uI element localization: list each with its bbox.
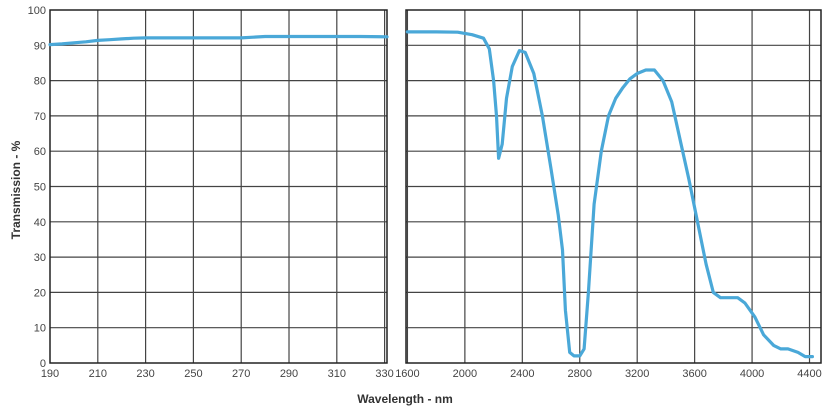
series-line-uv-0 bbox=[48, 34, 389, 47]
x-tick-label-uv-5: 290 bbox=[280, 368, 298, 380]
x-tick-label-ir-4: 3200 bbox=[625, 368, 649, 380]
x-tick-label-ir-5: 3600 bbox=[682, 368, 706, 380]
x-tick-label-uv-6: 310 bbox=[328, 368, 346, 380]
x-tick-label-uv-0: 190 bbox=[41, 368, 59, 380]
x-tick-label-ir-1: 2000 bbox=[453, 368, 477, 380]
plot-frame-ir bbox=[405, 9, 822, 364]
panel-uv: 190 210 230 250 270 290 310 330 0 10 20 30 40 50 60 70 8… bbox=[28, 5, 394, 380]
series-line-ir-0 bbox=[405, 30, 815, 359]
y-tick-label-1: 10 bbox=[34, 323, 46, 335]
x-tick-label-uv-1: 210 bbox=[89, 368, 107, 380]
y-tick-label-2: 20 bbox=[34, 287, 46, 299]
y-tick-label-3: 30 bbox=[34, 252, 46, 264]
x-tick-label-uv-4: 270 bbox=[232, 368, 250, 380]
y-tick-label-10: 100 bbox=[28, 5, 46, 17]
panel-ir: 1600 2000 2400 2800 3200 3600 4000 4400 bbox=[395, 9, 822, 380]
x-tick-label-ir-6: 4000 bbox=[740, 368, 764, 380]
plot-frame-uv bbox=[49, 9, 388, 364]
x-tick-label-ir-0: 1600 bbox=[395, 368, 419, 380]
y-axis-title: Transmission - % bbox=[9, 140, 23, 239]
x-tick-label-uv-3: 250 bbox=[184, 368, 202, 380]
x-tick-label-ir-7: 4400 bbox=[797, 368, 821, 380]
x-tick-label-ir-2: 2400 bbox=[510, 368, 534, 380]
y-tick-label-9: 90 bbox=[34, 40, 46, 52]
x-tick-label-uv-7: 330 bbox=[375, 368, 393, 380]
y-tick-label-8: 80 bbox=[34, 76, 46, 88]
y-tick-label-6: 60 bbox=[34, 146, 46, 158]
x-axis-title: Wavelength - nm bbox=[357, 392, 453, 406]
y-tick-label-4: 40 bbox=[34, 217, 46, 229]
y-tick-label-7: 70 bbox=[34, 111, 46, 123]
y-tick-label-5: 50 bbox=[34, 182, 46, 194]
y-tick-label-0: 0 bbox=[40, 358, 46, 370]
x-tick-label-uv-2: 230 bbox=[136, 368, 154, 380]
x-tick-label-ir-3: 2800 bbox=[568, 368, 592, 380]
